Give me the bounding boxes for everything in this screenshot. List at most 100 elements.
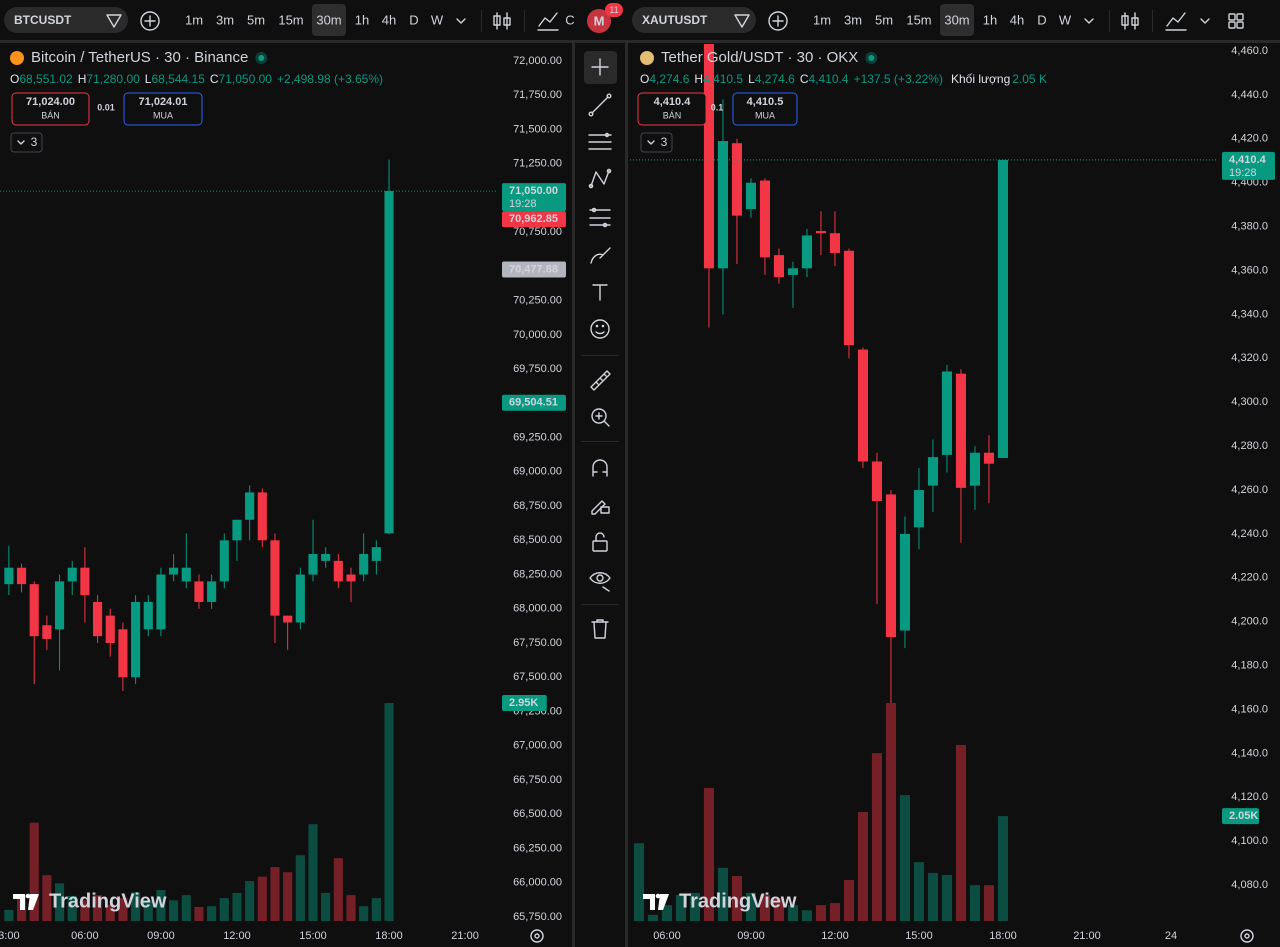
- visibility-tool[interactable]: [589, 572, 611, 592]
- y-tick-label: 4,200.0: [1231, 616, 1268, 628]
- candle-body: [371, 547, 381, 561]
- axis-settings[interactable]: [1240, 929, 1254, 943]
- y-tick-label: 69,000.00: [513, 466, 562, 478]
- sell-button[interactable]: [637, 92, 707, 126]
- volume-bar: [857, 812, 868, 921]
- y-tick-label: 4,240.0: [1231, 528, 1268, 540]
- y-tick-label: 4,260.0: [1231, 484, 1268, 496]
- crosshair-tool[interactable]: [591, 58, 609, 76]
- layout-button[interactable]: [1228, 13, 1244, 29]
- indicators-toggle[interactable]: [640, 132, 673, 153]
- y-tick-label: 68,250.00: [513, 568, 562, 580]
- volume-tag-label: 2.95K: [509, 697, 538, 709]
- indicators-button[interactable]: [1165, 12, 1187, 31]
- candle-body: [346, 574, 356, 582]
- pane-divider: [625, 43, 628, 947]
- ohlc-legend: O68,551.02 H71,280.00 L68,544.15 C71,050.00…: [10, 72, 383, 86]
- buy-label: MUA: [755, 110, 775, 120]
- interval-button[interactable]: 3m: [216, 12, 234, 27]
- emoji-tool[interactable]: [590, 319, 610, 339]
- delete-tool[interactable]: [591, 619, 609, 639]
- interval-button[interactable]: W: [431, 12, 444, 27]
- ohlc-label: C: [800, 72, 809, 86]
- candle-body: [93, 601, 103, 637]
- indicators-button[interactable]: [537, 12, 559, 31]
- pattern-tool[interactable]: [588, 168, 612, 189]
- y-tick-label: 67,500.00: [513, 671, 562, 683]
- ruler-tool[interactable]: [590, 370, 611, 391]
- chart-type-button[interactable]: [493, 12, 511, 30]
- draw-lock-tool[interactable]: [591, 500, 610, 515]
- interval-button[interactable]: D: [1037, 12, 1046, 27]
- text-tool[interactable]: [592, 284, 608, 301]
- y-tick-label: 66,250.00: [513, 842, 562, 854]
- interval-button[interactable]: 4h: [382, 12, 396, 27]
- interval-button[interactable]: 30m: [316, 12, 341, 27]
- trend-line-tool[interactable]: [588, 93, 612, 117]
- y-tick-label: 70,750.00: [513, 226, 562, 238]
- x-tick-label: 09:00: [147, 930, 175, 942]
- interval-button[interactable]: 30m: [944, 12, 969, 27]
- interval-button[interactable]: 15m: [906, 12, 931, 27]
- interval-button[interactable]: 1h: [983, 12, 997, 27]
- interval-button[interactable]: 1h: [355, 12, 369, 27]
- symbol-search[interactable]: [4, 7, 128, 33]
- interval-button[interactable]: 5m: [247, 12, 265, 27]
- x-tick-label: 12:00: [223, 930, 251, 942]
- volume-bar: [29, 822, 39, 921]
- interval-menu[interactable]: [1084, 18, 1094, 24]
- axis-settings[interactable]: [530, 929, 544, 943]
- compare-button[interactable]: [140, 11, 160, 31]
- sell-price: 71,024.00: [26, 96, 75, 108]
- buy-button[interactable]: [732, 92, 798, 126]
- account-avatar[interactable]: [587, 9, 611, 33]
- candle-body: [885, 494, 896, 638]
- toolbar-separator: [481, 10, 482, 32]
- y-tick-label: 67,000.00: [513, 740, 562, 752]
- lock-tool[interactable]: [592, 532, 608, 552]
- y-tick-label: 66,750.00: [513, 774, 562, 786]
- x-tick-label: 15:00: [905, 930, 933, 942]
- volume-tag: [502, 695, 547, 711]
- fib-tool[interactable]: [588, 132, 612, 150]
- chart-type-button[interactable]: [1121, 12, 1139, 30]
- candle-body: [29, 584, 39, 637]
- volume-bar: [207, 906, 217, 921]
- interval-button[interactable]: D: [409, 12, 418, 27]
- interval-button[interactable]: 5m: [875, 12, 893, 27]
- buy-label: MUA: [153, 110, 173, 120]
- indicators-toggle[interactable]: [10, 132, 43, 153]
- y-tick-label: 70,000.00: [513, 329, 562, 341]
- interval-button[interactable]: 3m: [844, 12, 862, 27]
- volume-bar: [371, 898, 381, 921]
- interval-menu[interactable]: [456, 18, 466, 24]
- candle-body: [232, 519, 242, 541]
- sell-button[interactable]: [11, 92, 90, 126]
- volume-bar: [321, 892, 331, 921]
- magnet-tool[interactable]: [592, 459, 608, 477]
- interval-button[interactable]: 1m: [185, 12, 203, 27]
- candle-body: [829, 233, 840, 253]
- symbol-search[interactable]: [632, 7, 756, 33]
- y-tick-label: 4,320.0: [1231, 352, 1268, 364]
- interval-button[interactable]: 15m: [278, 12, 303, 27]
- brush-tool[interactable]: [590, 247, 611, 264]
- y-tick-label: 67,750.00: [513, 637, 562, 649]
- interval-button[interactable]: 1m: [813, 12, 831, 27]
- volume-bar: [829, 903, 840, 921]
- compare-button[interactable]: [768, 11, 788, 31]
- toggle-chevron: [17, 140, 25, 145]
- indicators-menu[interactable]: [1200, 18, 1210, 24]
- interval-button[interactable]: W: [1059, 12, 1072, 27]
- candle-body: [333, 560, 343, 582]
- candle-body: [42, 625, 52, 639]
- forecast-tool[interactable]: [589, 207, 611, 228]
- interval-button[interactable]: 4h: [1010, 12, 1024, 27]
- price-tag-label: 71,050.00: [509, 185, 558, 197]
- y-tick-label: 71,500.00: [513, 123, 562, 135]
- zoom-tool[interactable]: [591, 408, 610, 427]
- buy-button[interactable]: [123, 92, 203, 126]
- y-tick-label: 71,250.00: [513, 158, 562, 170]
- candle-body: [54, 581, 65, 630]
- volume-bar: [647, 914, 658, 921]
